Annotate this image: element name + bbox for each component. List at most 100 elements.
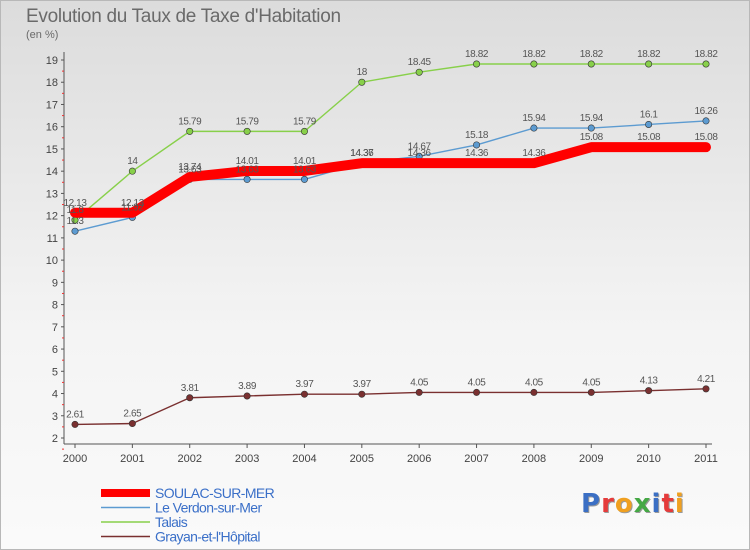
data-label: 3.81 xyxy=(181,383,200,394)
series-line-2 xyxy=(74,63,707,221)
data-point xyxy=(587,124,595,132)
data-label: 14.01 xyxy=(236,156,260,167)
data-label: 13.63 xyxy=(293,164,317,175)
data-label: 4.05 xyxy=(468,377,487,388)
data-point xyxy=(473,60,481,68)
data-point xyxy=(530,60,538,68)
x-tick-label: 2007 xyxy=(464,453,488,465)
data-label: 4.13 xyxy=(640,376,659,387)
y-tick-label: 6 xyxy=(52,344,58,356)
data-label: 12.13 xyxy=(63,198,87,209)
y-tick-label: 17 xyxy=(46,99,58,111)
data-label: 3.97 xyxy=(353,379,372,390)
y-tick-label: 5 xyxy=(52,366,58,378)
data-label: 18.82 xyxy=(522,49,546,60)
y-tick-label: 11 xyxy=(47,233,58,245)
data-label: 11.92 xyxy=(121,202,144,213)
y-tick-label: 16 xyxy=(46,122,58,134)
data-point xyxy=(530,388,538,396)
data-point xyxy=(71,420,79,428)
x-tick-label: 2008 xyxy=(522,453,546,465)
data-label: 2.65 xyxy=(123,409,142,420)
y-tick-label: 8 xyxy=(52,300,58,312)
data-point xyxy=(473,141,481,149)
data-label: 18.82 xyxy=(465,49,489,60)
data-label: 3.89 xyxy=(238,381,257,392)
data-label: 3.97 xyxy=(296,379,315,390)
data-point xyxy=(415,68,423,76)
data-label: 14.36 xyxy=(465,148,489,159)
series-line-1 xyxy=(74,120,707,232)
data-label: 12.13 xyxy=(121,198,145,209)
y-tick-label: 3 xyxy=(52,411,58,423)
x-tick-label: 2004 xyxy=(292,453,316,465)
legend-entry: SOULAC-SUR-MER xyxy=(155,485,275,501)
series-line-0 xyxy=(70,142,711,218)
data-point xyxy=(300,390,308,398)
y-tick-label: 15 xyxy=(46,144,58,156)
data-point xyxy=(645,60,653,68)
data-label: 14 xyxy=(127,156,138,167)
logo-letter: i xyxy=(651,489,662,519)
data-label: 15.79 xyxy=(178,116,202,127)
data-point xyxy=(530,124,538,132)
logo-letter: i xyxy=(674,489,685,519)
y-tick-label: 19 xyxy=(46,55,58,67)
data-label: 15.94 xyxy=(580,113,604,124)
data-point xyxy=(415,388,423,396)
data-point xyxy=(645,120,653,128)
data-label: 4.05 xyxy=(582,377,601,388)
data-label: 18 xyxy=(357,67,368,78)
data-label: 18.82 xyxy=(637,49,661,60)
data-point xyxy=(243,127,251,135)
data-point xyxy=(300,175,308,183)
data-label: 14.37 xyxy=(350,148,374,159)
y-tick-label: 12 xyxy=(46,211,58,223)
y-tick-label: 10 xyxy=(46,255,58,267)
data-point xyxy=(702,117,710,125)
data-label: 13.63 xyxy=(236,164,260,175)
data-label: 13.74 xyxy=(178,162,202,173)
data-label: 14.67 xyxy=(408,141,432,152)
y-tick-label: 2 xyxy=(52,433,58,445)
data-label: 18.45 xyxy=(408,57,432,68)
data-point xyxy=(702,385,710,393)
data-label: 18.82 xyxy=(580,49,604,60)
logo-letter: t xyxy=(661,489,675,519)
y-tick-label: 4 xyxy=(52,389,58,401)
data-label: 15.18 xyxy=(465,130,489,141)
data-label: 18.82 xyxy=(694,49,718,60)
legend-entry: Talais xyxy=(155,514,188,530)
y-tick-label: 7 xyxy=(52,322,58,334)
series-line-3 xyxy=(74,388,707,426)
data-label: 15.08 xyxy=(637,132,661,143)
data-label: 13.63 xyxy=(178,164,202,175)
data-label: 15.08 xyxy=(580,132,604,143)
data-label: 14.01 xyxy=(293,156,317,167)
data-point xyxy=(243,175,251,183)
data-label: 16.1 xyxy=(640,109,659,120)
proxiti-logo: Proxiti xyxy=(581,489,685,519)
x-tick-label: 2010 xyxy=(636,453,660,465)
logo-letter: o xyxy=(614,489,634,519)
y-tick-label: 18 xyxy=(46,77,58,89)
data-point xyxy=(473,388,481,396)
x-tick-label: 2002 xyxy=(177,453,201,465)
x-tick-label: 2005 xyxy=(350,453,374,465)
x-tick-label: 2011 xyxy=(694,453,718,465)
chart-title: Evolution du Taux de Taxe d'Habitation xyxy=(26,6,341,27)
data-point xyxy=(128,420,136,428)
data-point xyxy=(128,167,136,175)
chart-subtitle: (en %) xyxy=(26,29,59,41)
x-tick-label: 2006 xyxy=(407,453,431,465)
x-tick-label: 2009 xyxy=(579,453,603,465)
data-label: 15.79 xyxy=(236,116,260,127)
y-tick-label: 9 xyxy=(52,277,58,289)
logo-letter: r xyxy=(601,489,615,519)
data-point xyxy=(71,227,79,235)
legend-entry: Grayan-et-l'Hôpital xyxy=(155,529,260,545)
data-label: 15.94 xyxy=(522,113,546,124)
logo-letter: x xyxy=(633,489,652,519)
